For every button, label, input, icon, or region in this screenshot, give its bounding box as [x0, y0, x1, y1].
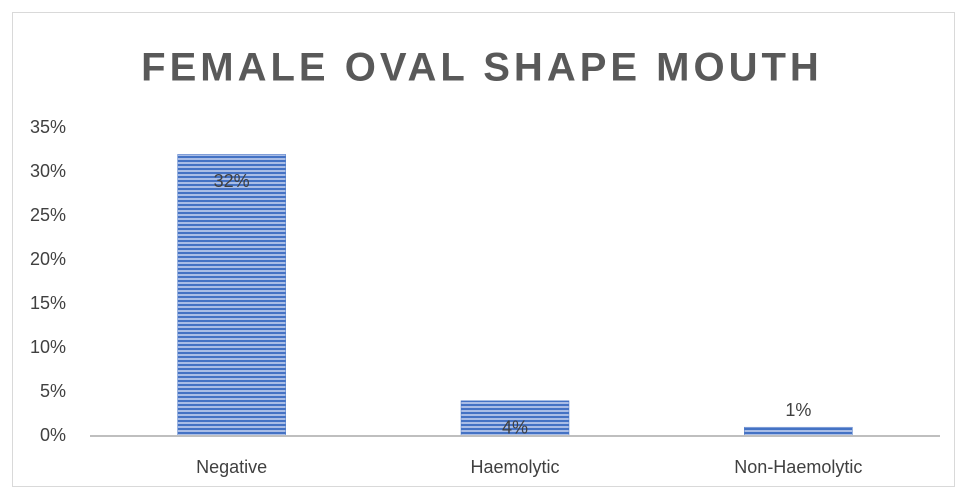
- x-tick-label: Non-Haemolytic: [734, 457, 862, 477]
- x-tick-label: Haemolytic: [470, 457, 559, 477]
- bar: [744, 426, 853, 437]
- y-tick-label: 15%: [30, 293, 66, 313]
- bar: [460, 400, 570, 437]
- data-label: 4%: [502, 418, 528, 438]
- y-tick-label: 35%: [30, 117, 66, 137]
- data-label: 1%: [785, 400, 811, 420]
- y-tick-label: 0%: [40, 425, 66, 445]
- y-tick-label: 30%: [30, 161, 66, 181]
- y-tick-label: 10%: [30, 337, 66, 357]
- x-tick-label: Negative: [196, 457, 267, 477]
- chart-title: FEMALE OVAL SHAPE MOUTH: [141, 46, 823, 90]
- data-label: 32%: [214, 171, 250, 191]
- y-tick-label: 5%: [40, 381, 66, 401]
- y-tick-label: 20%: [30, 249, 66, 269]
- bar: [177, 154, 286, 437]
- y-tick-label: 25%: [30, 205, 66, 225]
